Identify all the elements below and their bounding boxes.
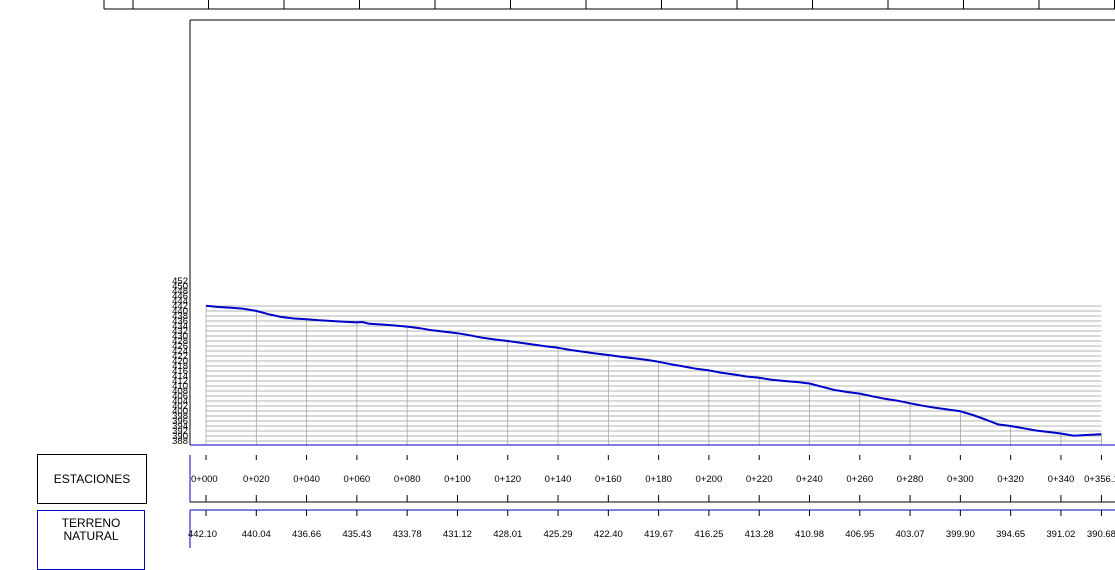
y-tick-label: 444 (172, 296, 188, 307)
y-tick-label: 438 (172, 311, 188, 322)
stations-row-label-text: ESTACIONES (53, 472, 131, 486)
elevation-label: 394.65 (996, 529, 1025, 540)
elevation-label: 436.66 (292, 529, 321, 540)
y-tick-label: 406 (172, 391, 188, 402)
station-label: 0+300 (947, 474, 974, 485)
profile-chart: 3883903923943963984004024044064084104124… (103, 0, 1115, 548)
station-label: 0+356.1 (1084, 474, 1115, 485)
elevation-label: 425.29 (543, 529, 572, 540)
station-label: 0+280 (897, 474, 924, 485)
elevation-label: 428.01 (493, 529, 522, 540)
station-label: 0+140 (545, 474, 572, 485)
elevation-label: 413.28 (745, 529, 774, 540)
y-tick-label: 400 (172, 406, 188, 417)
y-tick-label: 436 (172, 316, 188, 327)
elevation-label: 431.12 (443, 529, 472, 540)
chart-grid (205, 305, 1102, 445)
station-label: 0+120 (494, 474, 521, 485)
y-tick-label: 388 (172, 436, 188, 447)
station-label: 0+100 (444, 474, 471, 485)
elevation-label: 419.67 (644, 529, 673, 540)
y-tick-label: 432 (172, 326, 188, 337)
station-label: 0+060 (344, 474, 371, 485)
elevation-label: 433.78 (393, 529, 422, 540)
station-label: 0+180 (645, 474, 672, 485)
terrain-row-label-text: TERRENO NATURAL (61, 516, 121, 543)
y-tick-label: 430 (172, 331, 188, 342)
y-tick-label: 434 (172, 321, 188, 332)
terrain-profile-polyline (205, 304, 1102, 437)
chart-frame (189, 19, 1115, 446)
station-label: 0+160 (595, 474, 622, 485)
y-tick-label: 450 (172, 281, 188, 292)
y-tick-label: 396 (172, 416, 188, 427)
y-tick-label: 410 (172, 381, 188, 392)
elevation-label: 440.04 (242, 529, 271, 540)
stations-row-label: ESTACIONES (37, 454, 147, 504)
station-label: 0+200 (696, 474, 723, 485)
y-tick-label: 426 (172, 341, 188, 352)
station-label: 0+000 (191, 474, 218, 485)
y-tick-label: 448 (172, 286, 188, 297)
elevation-label: 435.43 (342, 529, 371, 540)
y-tick-label: 414 (172, 371, 188, 382)
station-label: 0+340 (1048, 474, 1075, 485)
y-tick-label: 440 (172, 306, 188, 317)
y-tick-label: 446 (172, 291, 188, 302)
y-tick-label: 424 (172, 346, 188, 357)
elevation-label: 399.90 (946, 529, 975, 540)
elevation-label: 410.98 (795, 529, 824, 540)
terrain-elevations-row: 442.10 440.04 436.66 435.43 433.78 431.12 428.… (188, 509, 1115, 548)
elevation-label: 406.95 (845, 529, 874, 540)
y-tick-label: 428 (172, 336, 188, 347)
y-tick-label: 422 (172, 351, 188, 362)
terrain-row-label: TERRENO NATURAL (37, 510, 145, 570)
elevation-label: 391.02 (1046, 529, 1075, 540)
station-label: 0+040 (293, 474, 320, 485)
y-tick-label: 404 (172, 396, 188, 407)
y-tick-label: 402 (172, 401, 188, 412)
station-label: 0+240 (796, 474, 823, 485)
y-axis-ticks: 3883903923943963984004024044064084104124… (172, 276, 188, 447)
y-tick-label: 392 (172, 426, 188, 437)
y-tick-label: 398 (172, 411, 188, 422)
station-label: 0+320 (997, 474, 1024, 485)
y-tick-label: 390 (172, 431, 188, 442)
y-tick-label: 416 (172, 366, 188, 377)
terrain-profile-line (205, 304, 1102, 437)
y-tick-label: 408 (172, 386, 188, 397)
elevation-label: 416.25 (694, 529, 723, 540)
y-tick-label: 412 (172, 376, 188, 387)
y-tick-label: 442 (172, 301, 188, 312)
y-tick-label: 394 (172, 421, 188, 432)
elevation-label: 422.40 (594, 529, 623, 540)
station-label: 0+220 (746, 474, 773, 485)
station-label: 0+260 (846, 474, 873, 485)
stations-row: 0+000 0+020 0+040 0+060 0+080 0+100 0+120 0+140… (189, 455, 1115, 503)
y-tick-label: 420 (172, 356, 188, 367)
station-label: 0+080 (394, 474, 421, 485)
station-label: 0+020 (243, 474, 270, 485)
y-tick-label: 418 (172, 361, 188, 372)
top-header-strip (103, 0, 1115, 10)
elevation-label: 442.10 (188, 529, 217, 540)
y-tick-label: 452 (172, 276, 188, 287)
elevation-label: 403.07 (896, 529, 925, 540)
elevation-label: 390.68 (1087, 529, 1115, 540)
